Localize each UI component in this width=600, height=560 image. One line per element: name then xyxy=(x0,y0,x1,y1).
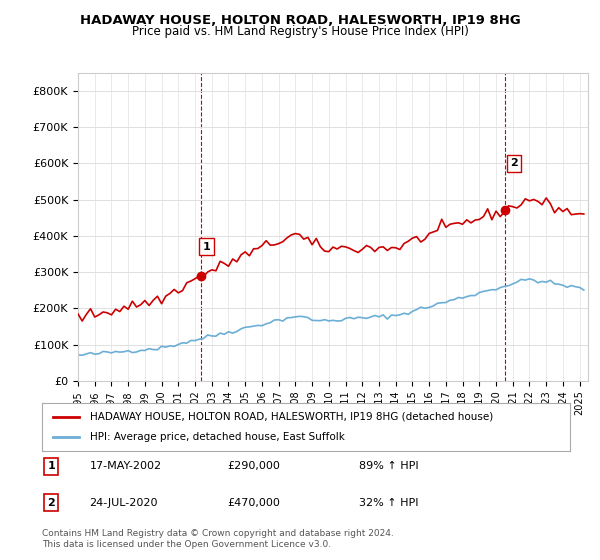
Text: 24-JUL-2020: 24-JUL-2020 xyxy=(89,498,158,507)
Text: £290,000: £290,000 xyxy=(227,461,280,471)
Text: Price paid vs. HM Land Registry's House Price Index (HPI): Price paid vs. HM Land Registry's House … xyxy=(131,25,469,38)
Text: HPI: Average price, detached house, East Suffolk: HPI: Average price, detached house, East… xyxy=(89,432,344,442)
Text: 2: 2 xyxy=(47,498,55,507)
Text: Contains HM Land Registry data © Crown copyright and database right 2024.
This d: Contains HM Land Registry data © Crown c… xyxy=(42,529,394,549)
Text: HADAWAY HOUSE, HOLTON ROAD, HALESWORTH, IP19 8HG: HADAWAY HOUSE, HOLTON ROAD, HALESWORTH, … xyxy=(80,14,520,27)
Text: HADAWAY HOUSE, HOLTON ROAD, HALESWORTH, IP19 8HG (detached house): HADAWAY HOUSE, HOLTON ROAD, HALESWORTH, … xyxy=(89,412,493,422)
Text: 2: 2 xyxy=(510,158,518,169)
Text: 17-MAY-2002: 17-MAY-2002 xyxy=(89,461,161,471)
Text: 1: 1 xyxy=(47,461,55,471)
Text: 89% ↑ HPI: 89% ↑ HPI xyxy=(359,461,418,471)
Text: 1: 1 xyxy=(203,242,210,252)
Text: 32% ↑ HPI: 32% ↑ HPI xyxy=(359,498,418,507)
Text: £470,000: £470,000 xyxy=(227,498,280,507)
